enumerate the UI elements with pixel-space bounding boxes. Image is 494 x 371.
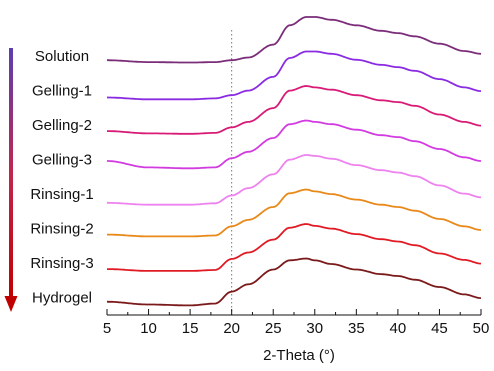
x-tick-label: 40 xyxy=(390,320,407,337)
x-tick-label: 25 xyxy=(265,320,282,337)
series-line-gelling-1 xyxy=(107,50,482,101)
x-axis-label: 2-Theta (°) xyxy=(263,347,335,364)
series-line-hydrogel xyxy=(106,257,482,307)
series-label-solution: Solution xyxy=(35,48,89,65)
series-label-rinsing-1: Rinsing-1 xyxy=(30,186,93,203)
series-labels: Solution Gelling-1 Gelling-2 Gelling-3 Rinsi… xyxy=(30,48,93,307)
series-line-rinsing-1 xyxy=(107,154,482,206)
x-tick-label: 35 xyxy=(348,320,365,337)
series-line-rinsing-3 xyxy=(107,223,482,272)
x-tick-label: 50 xyxy=(473,320,490,337)
series-label-rinsing-3: Rinsing-3 xyxy=(30,255,93,272)
series-line-gelling-3 xyxy=(107,119,482,170)
series-line-gelling-2 xyxy=(107,85,482,135)
x-tick-label: 15 xyxy=(182,320,199,337)
order-arrow-head xyxy=(4,296,18,312)
x-axis: 5 10 15 20 25 30 35 40 45 50 xyxy=(103,309,490,337)
series-line-solution xyxy=(107,16,482,64)
x-tick-label: 10 xyxy=(140,320,157,337)
series-group xyxy=(106,16,482,307)
x-tick-label: 45 xyxy=(431,320,448,337)
series-label-rinsing-2: Rinsing-2 xyxy=(30,221,93,238)
x-tick-label: 20 xyxy=(223,320,240,337)
order-arrow xyxy=(4,48,18,312)
series-label-gelling-3: Gelling-3 xyxy=(32,152,92,169)
series-label-hydrogel: Hydrogel xyxy=(32,290,92,307)
x-tick-label: 30 xyxy=(306,320,323,337)
x-tick-label: 5 xyxy=(103,320,111,337)
series-label-gelling-2: Gelling-2 xyxy=(32,117,92,134)
series-label-gelling-1: Gelling-1 xyxy=(32,83,92,100)
order-arrow-shaft xyxy=(9,48,13,298)
series-line-rinsing-2 xyxy=(107,188,482,238)
